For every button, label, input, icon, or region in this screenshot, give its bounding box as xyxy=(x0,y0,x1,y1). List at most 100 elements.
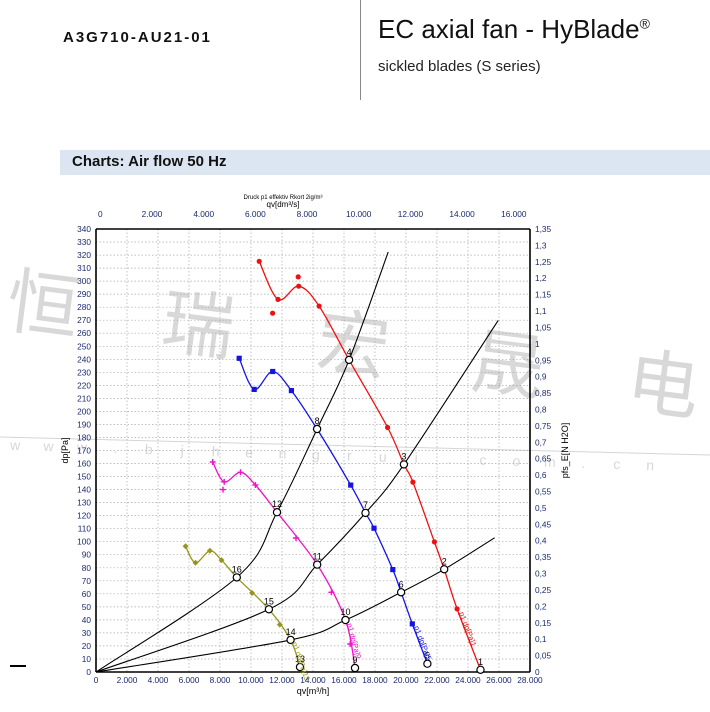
svg-text:c: c xyxy=(613,456,620,472)
svg-text:0,9: 0,9 xyxy=(535,372,547,382)
svg-text:pfs_E[N H2O]: pfs_E[N H2O] xyxy=(560,423,570,479)
svg-text:1,25: 1,25 xyxy=(535,257,552,267)
svg-text:200: 200 xyxy=(77,406,91,416)
svg-text:1,3: 1,3 xyxy=(535,240,547,250)
svg-text:0: 0 xyxy=(94,675,99,685)
svg-text:Druck p1 effektiv Rkort 2ig/m³: Druck p1 effektiv Rkort 2ig/m³ xyxy=(244,195,323,201)
svg-text:0,2: 0,2 xyxy=(535,601,547,611)
svg-text:dp[Pa]: dp[Pa] xyxy=(60,437,70,463)
svg-text:28.000: 28.000 xyxy=(517,675,543,685)
svg-text:6: 6 xyxy=(399,579,404,589)
svg-text:0,4: 0,4 xyxy=(535,536,547,546)
svg-text:0,7: 0,7 xyxy=(535,437,547,447)
svg-text:10.000: 10.000 xyxy=(346,209,372,219)
svg-text:60: 60 xyxy=(82,589,92,599)
svg-text:140: 140 xyxy=(77,485,91,495)
svg-text:210: 210 xyxy=(77,393,91,403)
svg-text:230: 230 xyxy=(77,367,91,377)
svg-text:1: 1 xyxy=(535,339,540,349)
svg-text:瑞: 瑞 xyxy=(157,262,242,375)
svg-text:恒: 恒 xyxy=(2,242,87,355)
svg-text:6.000: 6.000 xyxy=(179,675,200,685)
svg-text:40: 40 xyxy=(82,615,92,625)
svg-text:340: 340 xyxy=(77,224,91,234)
svg-text:4: 4 xyxy=(347,347,352,357)
svg-text:0,05: 0,05 xyxy=(535,651,552,661)
svg-text:220: 220 xyxy=(77,380,91,390)
svg-text:4.000: 4.000 xyxy=(148,675,169,685)
svg-text:1,35: 1,35 xyxy=(535,224,552,234)
svg-text:电: 电 xyxy=(622,322,707,435)
svg-text:16.000: 16.000 xyxy=(331,675,357,685)
svg-text:0,55: 0,55 xyxy=(535,487,552,497)
svg-text:1,2: 1,2 xyxy=(535,273,547,283)
svg-text:1,15: 1,15 xyxy=(535,290,552,300)
svg-text:30: 30 xyxy=(82,628,92,638)
svg-text:8: 8 xyxy=(315,416,320,426)
svg-text:150: 150 xyxy=(77,472,91,482)
svg-text:70: 70 xyxy=(82,576,92,586)
svg-text:3: 3 xyxy=(401,451,406,461)
svg-text:0,5: 0,5 xyxy=(535,503,547,513)
svg-text:24.000: 24.000 xyxy=(455,675,481,685)
svg-text:2: 2 xyxy=(442,556,447,566)
svg-text:u: u xyxy=(379,448,387,464)
svg-text:15: 15 xyxy=(264,596,274,606)
svg-text:12: 12 xyxy=(272,499,282,509)
svg-text:0,1: 0,1 xyxy=(535,634,547,644)
svg-text:4.000: 4.000 xyxy=(193,209,214,219)
svg-text:170: 170 xyxy=(77,446,91,456)
svg-text:0,25: 0,25 xyxy=(535,585,552,595)
svg-text:0,35: 0,35 xyxy=(535,552,552,562)
svg-text:.: . xyxy=(581,455,585,471)
svg-text:w: w xyxy=(9,437,21,453)
svg-text:180: 180 xyxy=(77,433,91,443)
svg-text:250: 250 xyxy=(77,341,91,351)
svg-text:10: 10 xyxy=(82,654,92,664)
svg-text:0,8: 0,8 xyxy=(535,405,547,415)
svg-text:270: 270 xyxy=(77,315,91,325)
svg-text:宏: 宏 xyxy=(312,282,397,395)
svg-text:7: 7 xyxy=(363,500,368,510)
svg-text:8.000: 8.000 xyxy=(210,675,231,685)
svg-text:14.000: 14.000 xyxy=(300,675,326,685)
svg-text:190: 190 xyxy=(77,419,91,429)
svg-text:90: 90 xyxy=(82,550,92,560)
svg-text:0,45: 0,45 xyxy=(535,519,552,529)
svg-text:14: 14 xyxy=(286,627,296,637)
svg-text:c: c xyxy=(479,452,486,468)
svg-text:20: 20 xyxy=(82,641,92,651)
svg-text:o: o xyxy=(512,453,520,469)
svg-text:0,95: 0,95 xyxy=(535,355,552,365)
svg-text:.: . xyxy=(447,451,451,467)
svg-text:14.000: 14.000 xyxy=(449,209,475,219)
svg-text:0,75: 0,75 xyxy=(535,421,552,431)
svg-text:n: n xyxy=(278,445,286,461)
svg-text:8.000: 8.000 xyxy=(297,209,318,219)
svg-text:0,6: 0,6 xyxy=(535,470,547,480)
svg-text:.: . xyxy=(113,440,117,456)
svg-text:12.000: 12.000 xyxy=(269,675,295,685)
svg-text:1,1: 1,1 xyxy=(535,306,547,316)
svg-text:20.000: 20.000 xyxy=(393,675,419,685)
svg-text:310: 310 xyxy=(77,263,91,273)
svg-text:1: 1 xyxy=(478,657,483,667)
svg-text:100: 100 xyxy=(77,537,91,547)
svg-text:qv[dm³/s]: qv[dm³/s] xyxy=(267,200,300,209)
svg-text:6.000: 6.000 xyxy=(245,209,266,219)
svg-text:qv[m³/h]: qv[m³/h] xyxy=(297,686,330,696)
svg-text:16: 16 xyxy=(232,564,242,574)
svg-text:0,3: 0,3 xyxy=(535,569,547,579)
svg-text:b: b xyxy=(145,441,153,457)
svg-text:160: 160 xyxy=(77,459,91,469)
svg-text:0,15: 0,15 xyxy=(535,618,552,628)
svg-text:280: 280 xyxy=(77,302,91,312)
svg-text:22.000: 22.000 xyxy=(424,675,450,685)
svg-text:p1 dp[Pa]5: p1 dp[Pa]5 xyxy=(412,624,433,661)
svg-text:130: 130 xyxy=(77,498,91,508)
svg-text:1,05: 1,05 xyxy=(535,322,552,332)
svg-text:n: n xyxy=(646,457,654,473)
svg-text:80: 80 xyxy=(82,563,92,573)
svg-text:260: 260 xyxy=(77,328,91,338)
svg-text:26.000: 26.000 xyxy=(486,675,512,685)
